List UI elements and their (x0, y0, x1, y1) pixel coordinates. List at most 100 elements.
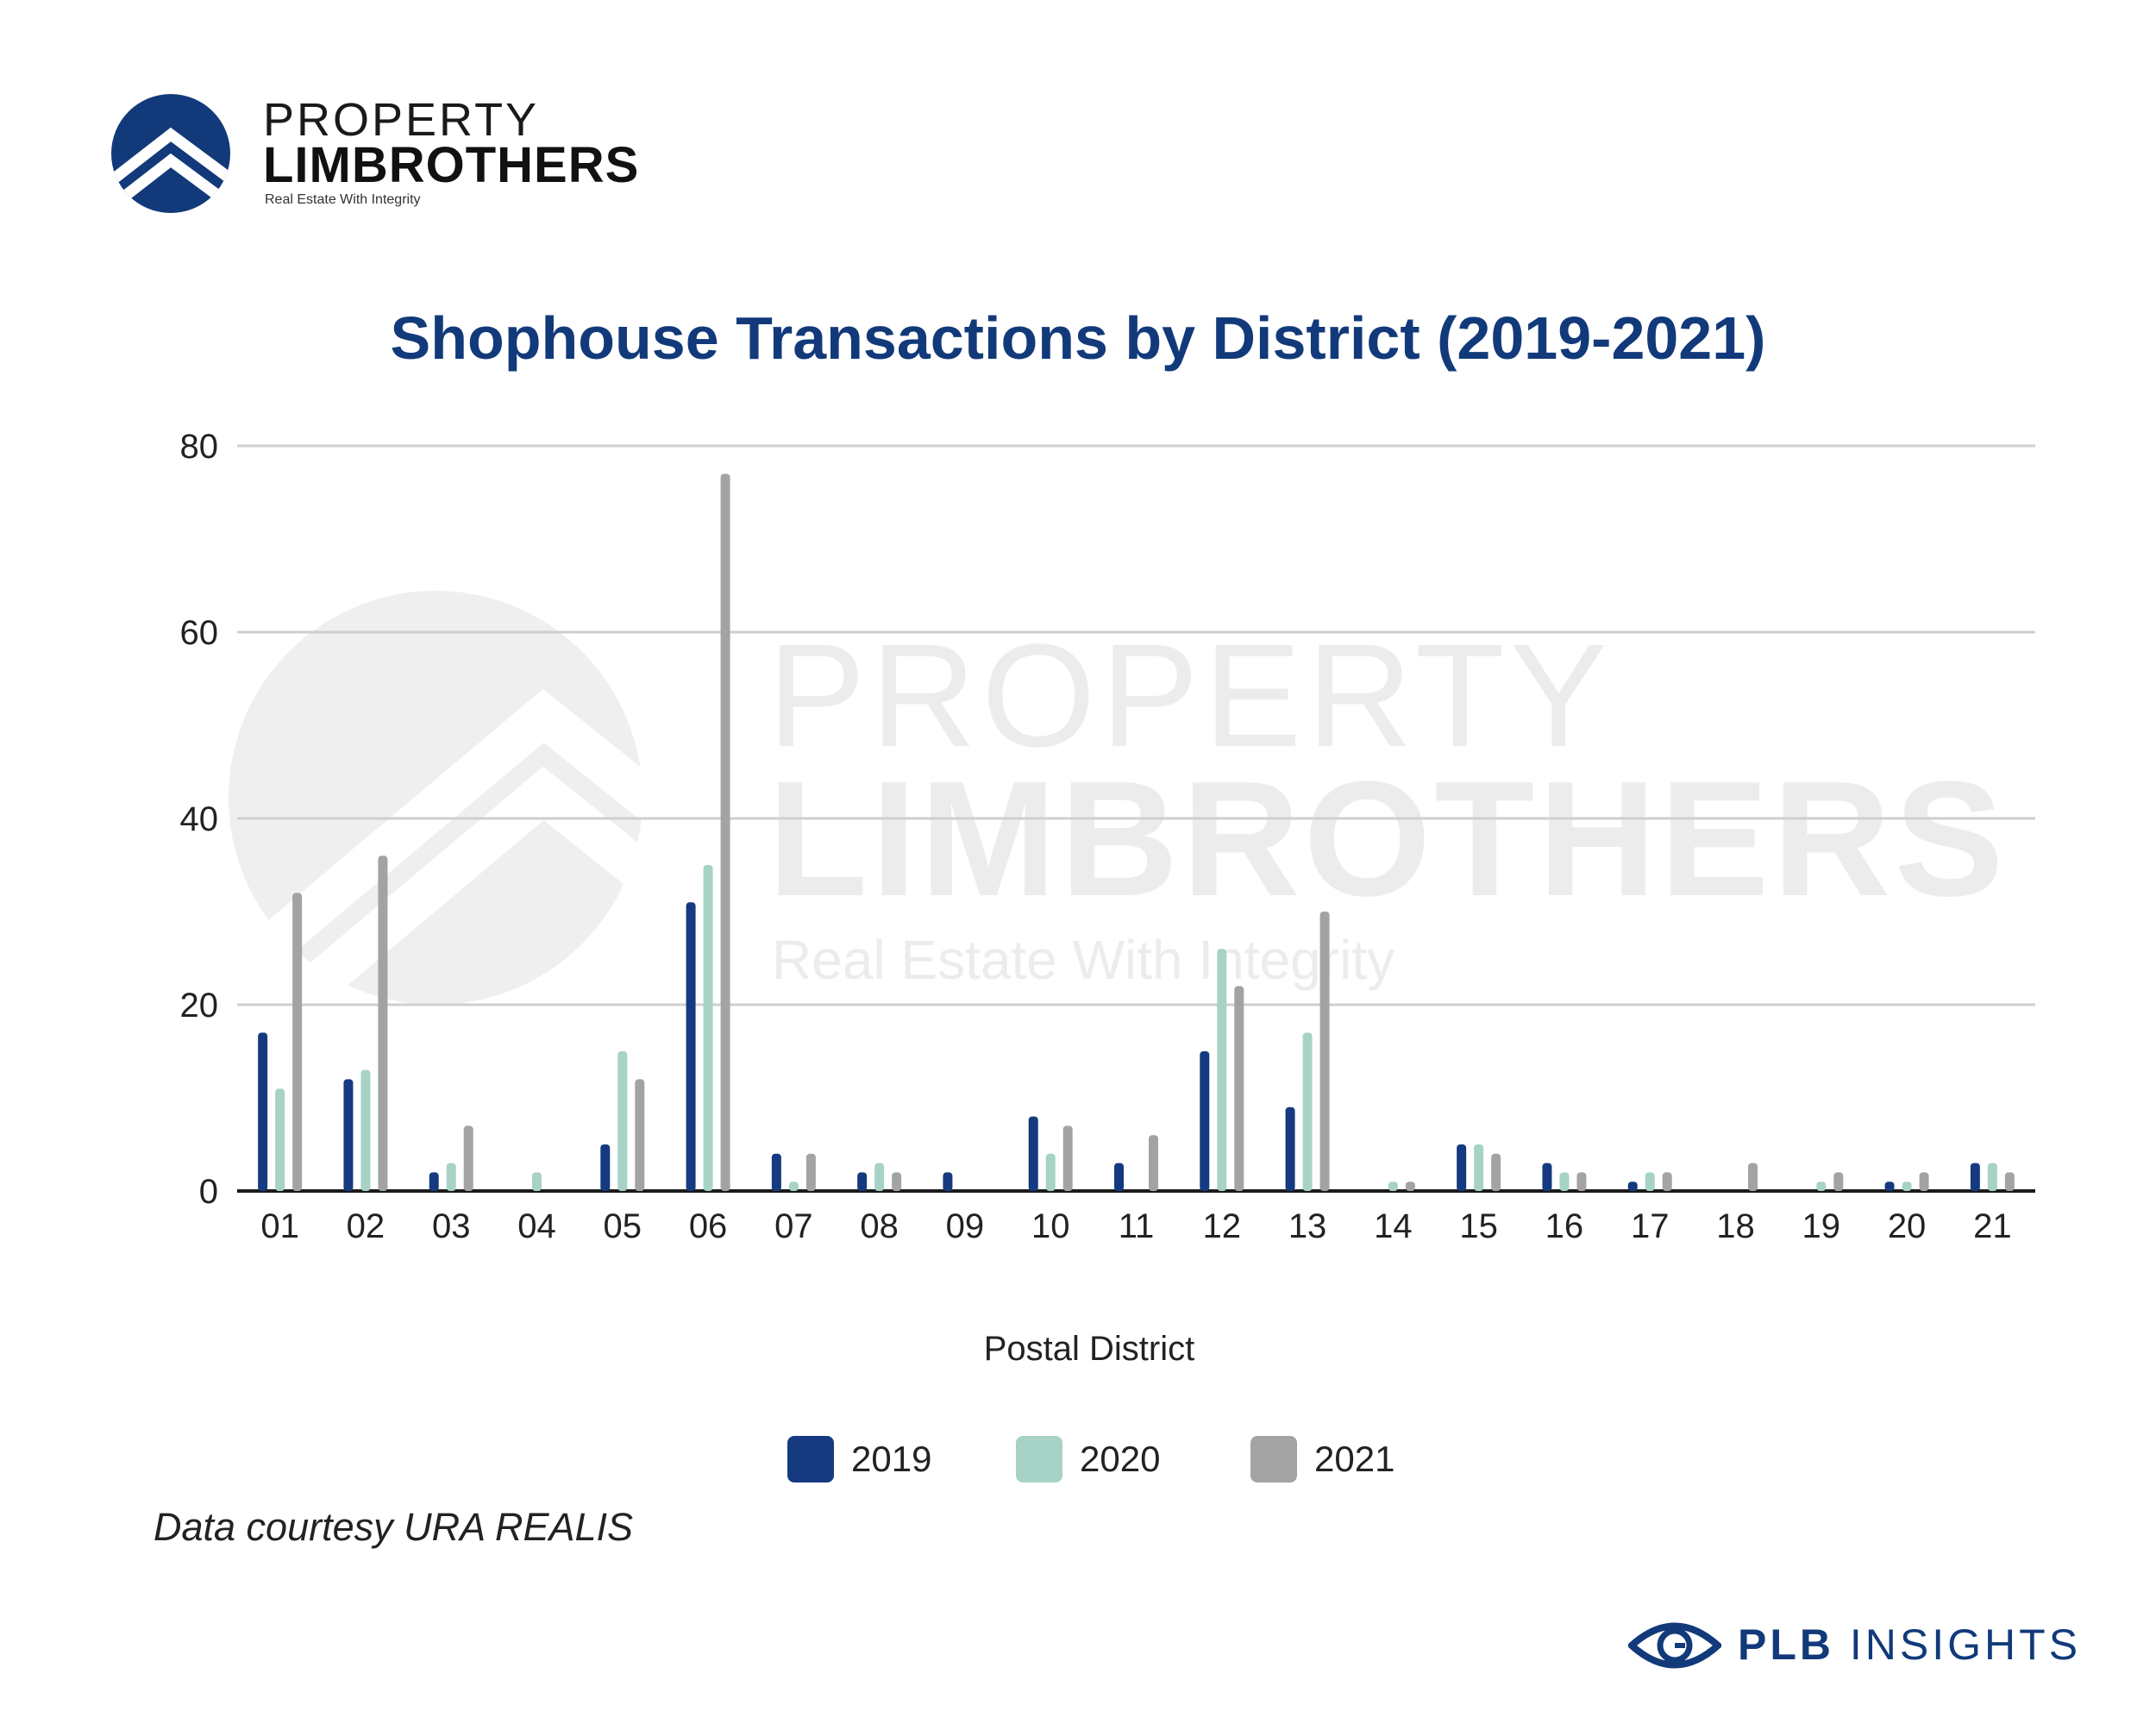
bar-2020-district-03 (446, 1163, 456, 1191)
bar-2019-district-05 (600, 1144, 611, 1191)
bar-2020-district-17 (1645, 1172, 1655, 1191)
x-tick-label: 20 (1888, 1207, 1927, 1245)
x-tick-label: 01 (260, 1207, 299, 1245)
x-tick-label: 03 (432, 1207, 471, 1245)
watermark-line3: Real Estate With Integrity (772, 929, 1395, 991)
x-tick-label: 10 (1031, 1207, 1070, 1245)
bar-2020-district-21 (1987, 1163, 1997, 1191)
bar-2021-district-15 (1491, 1153, 1501, 1191)
bar-2021-district-06 (720, 473, 730, 1191)
bar-2019-district-07 (771, 1153, 781, 1191)
bar-2021-district-13 (1319, 912, 1330, 1191)
bar-2021-district-18 (1748, 1163, 1758, 1191)
legend-swatch-2021 (1250, 1436, 1297, 1482)
chart-title: Shophouse Transactions by District (2019… (390, 304, 1766, 372)
x-tick-label: 17 (1631, 1207, 1670, 1245)
bar-2021-district-02 (378, 856, 388, 1191)
bar-2019-district-01 (258, 1032, 268, 1191)
bar-2020-district-02 (360, 1069, 371, 1191)
bar-2021-district-05 (635, 1079, 645, 1191)
x-tick-label: 12 (1203, 1207, 1242, 1245)
plb-insights-bold: PLB (1738, 1620, 1834, 1669)
bar-2019-district-08 (857, 1172, 868, 1191)
x-axis-label: Postal District (984, 1330, 1195, 1368)
x-tick-label: 09 (946, 1207, 985, 1245)
legend-item-2019: 2019 (787, 1433, 931, 1485)
bar-2020-district-07 (788, 1182, 799, 1191)
bar-2019-district-02 (343, 1079, 354, 1191)
bar-2020-district-05 (617, 1051, 628, 1191)
eye-icon (1628, 1622, 1721, 1669)
x-tick-label: 15 (1459, 1207, 1498, 1245)
bar-2019-district-13 (1285, 1106, 1295, 1191)
x-tick-label: 04 (517, 1207, 556, 1245)
bar-2019-district-21 (1970, 1163, 1980, 1191)
bar-2020-district-06 (703, 865, 713, 1191)
bar-2021-district-20 (1919, 1172, 1929, 1191)
bar-2019-district-11 (1114, 1163, 1124, 1191)
legend-label-2019: 2019 (851, 1439, 932, 1479)
bar-2020-district-13 (1302, 1032, 1313, 1191)
bar-2019-district-15 (1457, 1144, 1467, 1191)
y-tick-label: 40 (180, 800, 219, 838)
bar-2021-district-21 (2004, 1172, 2015, 1191)
legend-swatch-2020 (1016, 1436, 1062, 1482)
x-tick-label: 05 (604, 1207, 642, 1245)
bar-2021-district-01 (292, 893, 303, 1191)
watermark-line2: LIMBROTHERS (768, 748, 2007, 931)
plb-insights-logo: PLB INSIGHTS (1738, 1620, 2081, 1670)
watermark: PROPERTY LIMBROTHERS Real Estate With In… (229, 591, 2007, 1005)
bar-2020-district-15 (1474, 1144, 1484, 1191)
legend-swatch-2019 (787, 1436, 834, 1482)
x-tick-label: 11 (1119, 1207, 1155, 1245)
legend-item-2021: 2021 (1250, 1433, 1395, 1485)
bar-2021-district-19 (1833, 1172, 1844, 1191)
bar-2021-district-08 (892, 1172, 902, 1191)
legend-item-2020: 2020 (1016, 1433, 1160, 1485)
bar-2020-district-04 (532, 1172, 542, 1191)
bar-2019-district-06 (686, 902, 696, 1191)
bar-2020-district-19 (1816, 1182, 1827, 1191)
bar-2019-district-16 (1542, 1163, 1552, 1191)
bar-2021-district-14 (1405, 1182, 1415, 1191)
x-tick-label: 13 (1288, 1207, 1327, 1245)
y-tick-label: 80 (180, 428, 219, 466)
x-tick-label: 02 (347, 1207, 385, 1245)
plb-insights-light: INSIGHTS (1849, 1620, 2082, 1669)
legend-label-2021: 2021 (1314, 1439, 1395, 1479)
x-tick-label: 08 (860, 1207, 899, 1245)
bar-2019-district-17 (1627, 1182, 1638, 1191)
legend-label-2020: 2020 (1080, 1439, 1161, 1479)
y-tick-label: 0 (199, 1173, 218, 1211)
bar-2021-district-07 (805, 1153, 816, 1191)
bar-2021-district-11 (1149, 1135, 1158, 1191)
bar-2020-district-20 (1902, 1182, 1912, 1191)
source-footnote: Data courtesy URA REALIS (154, 1505, 634, 1549)
bar-2020-district-10 (1045, 1153, 1056, 1191)
bar-2021-district-17 (1662, 1172, 1672, 1191)
x-tick-label: 07 (774, 1207, 813, 1245)
bar-2019-district-09 (943, 1172, 953, 1191)
bar-2020-district-01 (275, 1088, 285, 1191)
bar-2019-district-20 (1884, 1182, 1895, 1191)
x-tick-label: 21 (1973, 1207, 2012, 1245)
bar-2019-district-12 (1200, 1051, 1210, 1191)
x-tick-label: 06 (689, 1207, 728, 1245)
bar-2021-district-16 (1576, 1172, 1587, 1191)
bar-2019-district-10 (1028, 1116, 1038, 1191)
bar-2019-district-03 (429, 1172, 439, 1191)
y-tick-label: 60 (180, 614, 219, 652)
x-tick-label: 16 (1545, 1207, 1584, 1245)
bar-2021-district-03 (463, 1125, 473, 1191)
logo-text-limbrothers: LIMBROTHERS (263, 137, 640, 193)
bar-2020-district-16 (1559, 1172, 1570, 1191)
property-limbrothers-logo-icon (111, 94, 230, 213)
bar-2020-district-08 (874, 1163, 885, 1191)
y-tick-label: 20 (180, 987, 219, 1025)
x-tick-label: 18 (1716, 1207, 1755, 1245)
watermark-line1: PROPERTY (768, 614, 1613, 778)
x-tick-label: 14 (1374, 1207, 1413, 1245)
logo-text-property: PROPERTY (263, 94, 540, 146)
bar-2020-district-12 (1217, 949, 1227, 1191)
